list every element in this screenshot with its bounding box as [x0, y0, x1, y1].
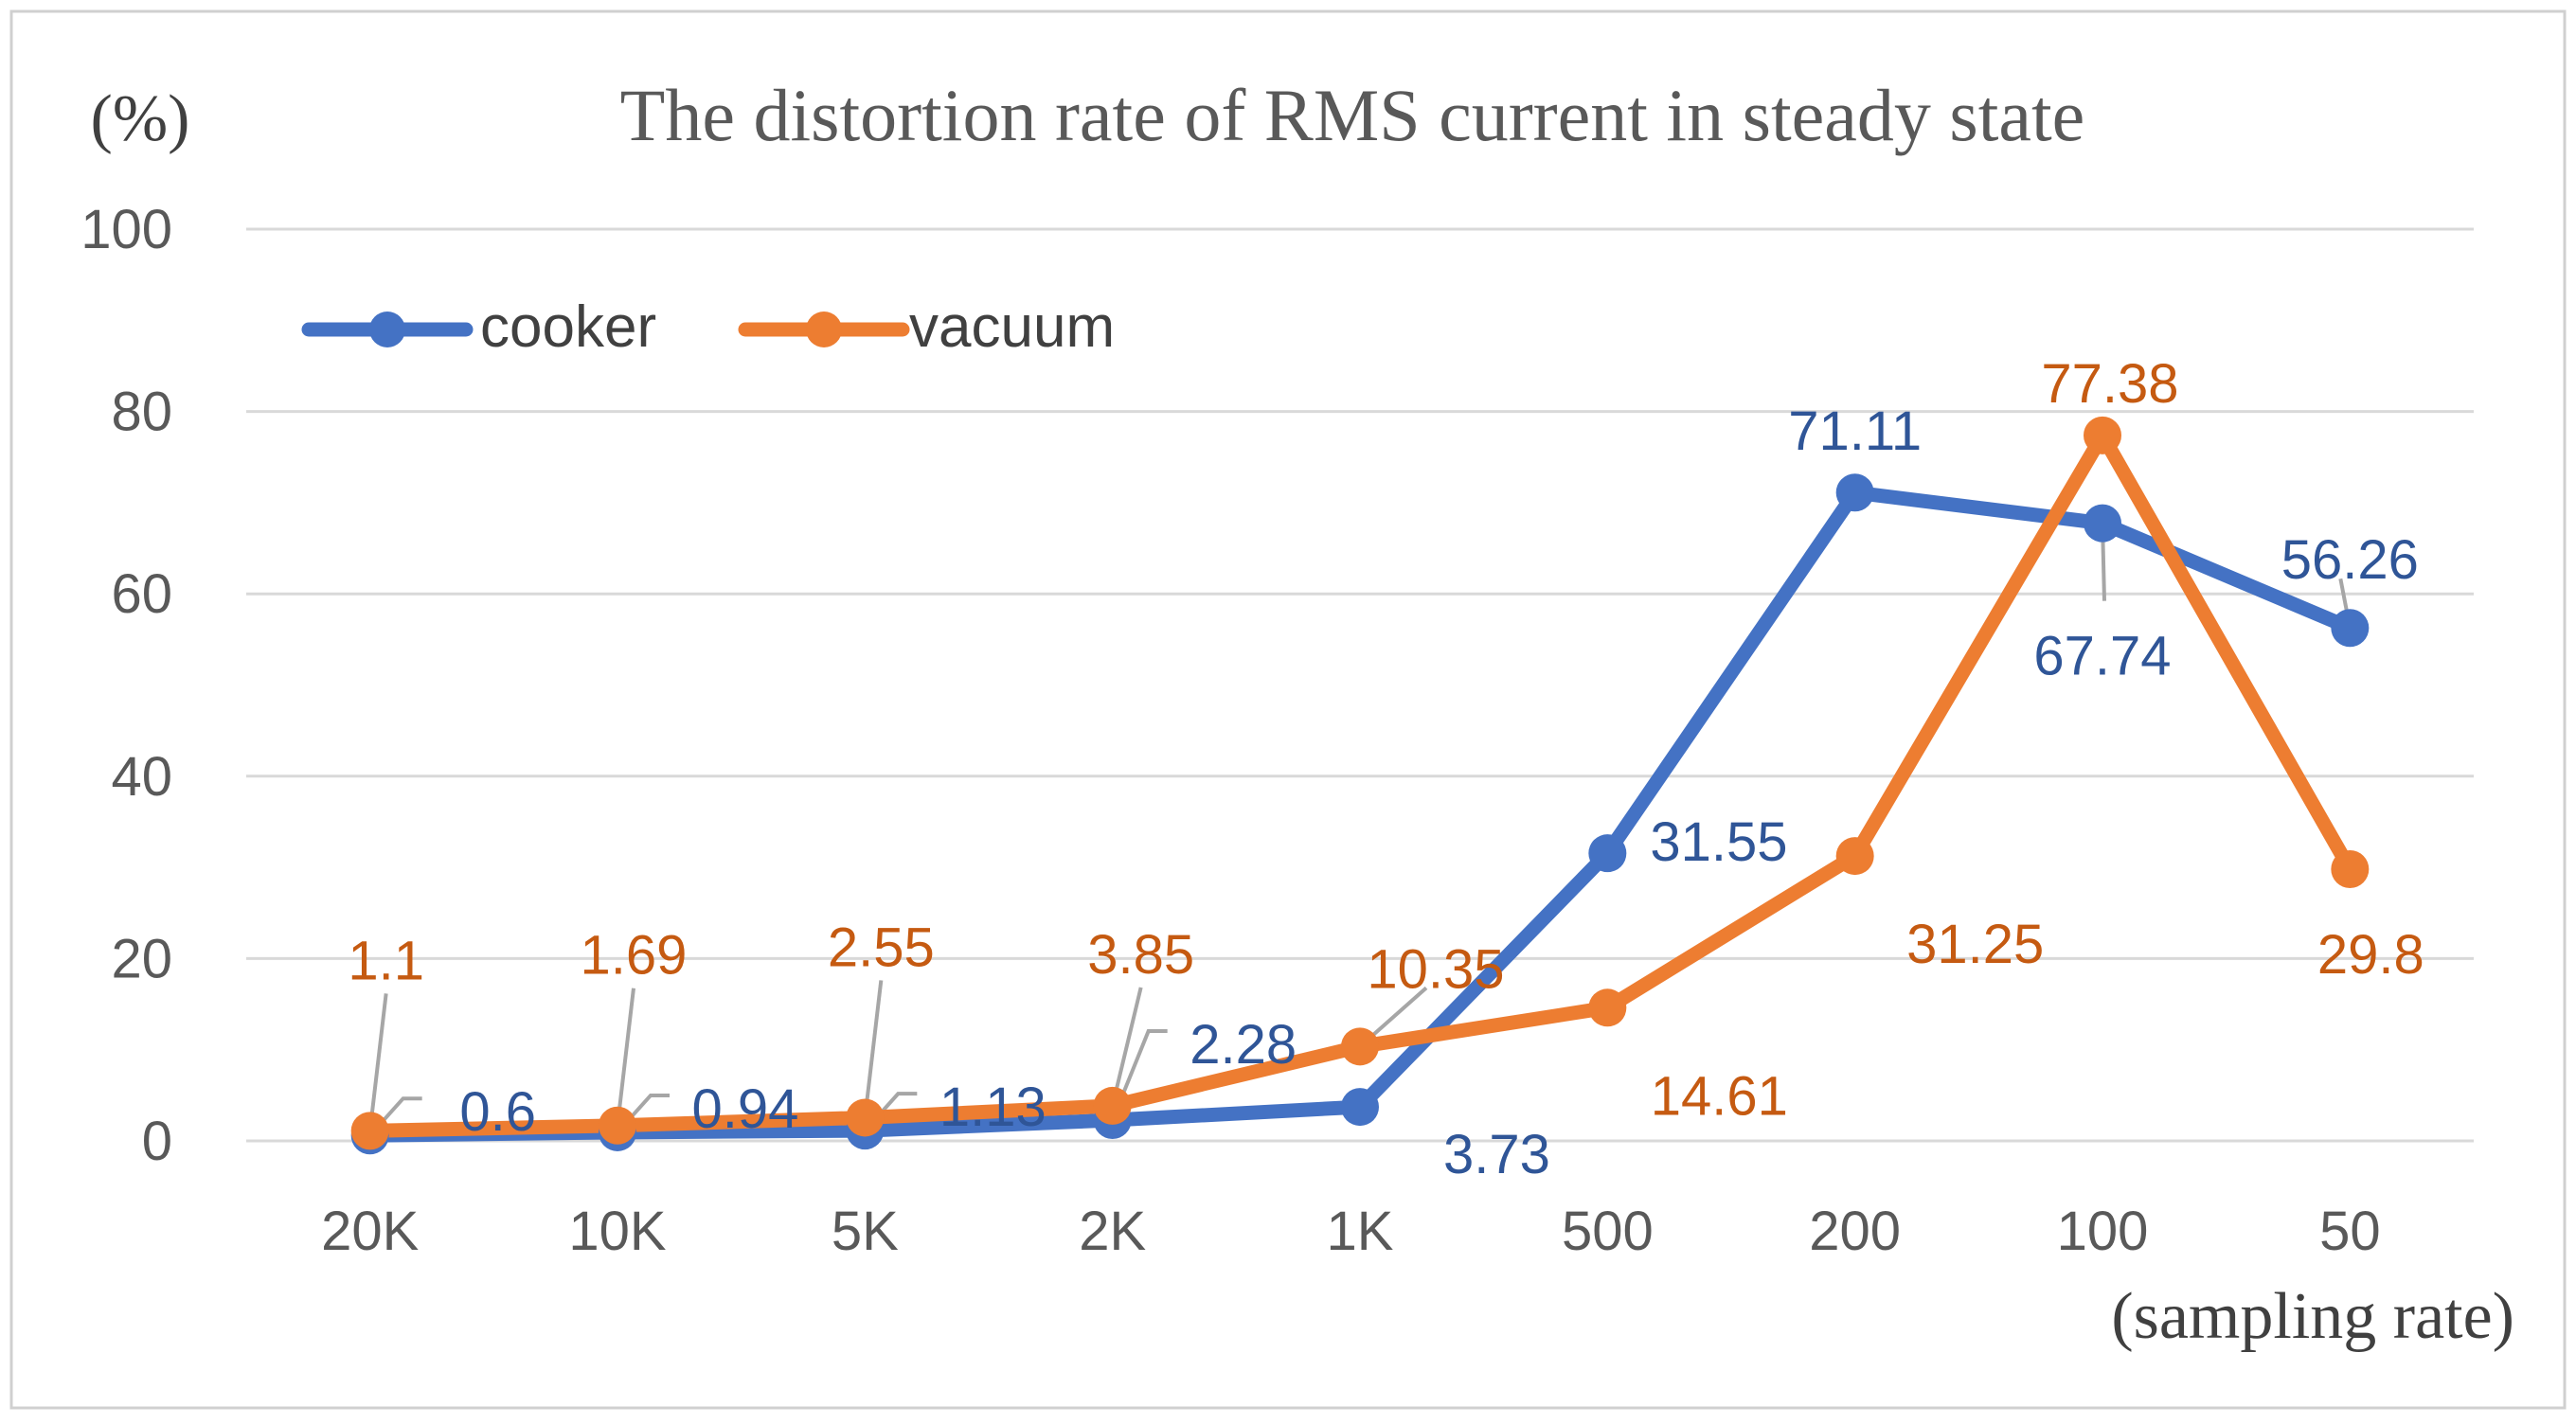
data-label-vacuum-1K: 10.35	[1367, 938, 1504, 1000]
data-point-cooker-100	[2084, 504, 2121, 543]
data-point-vacuum-10K	[599, 1106, 636, 1145]
data-point-vacuum-500	[1588, 988, 1627, 1027]
data-labels: 0.6 0.94 1.13 2.28 3.73 31.55 71.11 67.74 56.26 1…	[348, 353, 2424, 1185]
legend-label-cooker: cooker	[480, 294, 656, 360]
series-markers	[350, 416, 2370, 1155]
x-tick-label-10K: 10K	[568, 1201, 667, 1262]
data-label-vacuum-10K: 1.69	[581, 925, 688, 987]
label-leader-vacuum-10K	[616, 988, 635, 1126]
x-tick-label-1K: 1K	[1327, 1201, 1394, 1262]
data-label-cooker-500: 31.55	[1650, 811, 1787, 873]
x-tick-label-500: 500	[1562, 1201, 1654, 1262]
legend-swatch-marker-cooker	[369, 312, 405, 347]
data-point-vacuum-100	[2084, 416, 2121, 454]
chart-title: The distortion rate of RMS current in st…	[620, 74, 2085, 156]
x-tick-label-2K: 2K	[1079, 1201, 1146, 1262]
x-axis-label: (sampling rate)	[2111, 1280, 2514, 1353]
data-label-vacuum-200: 31.25	[1906, 914, 2044, 975]
data-label-vacuum-2K: 3.85	[1087, 924, 1194, 986]
gridlines	[246, 227, 2474, 1143]
legend-entry-cooker[interactable]: cooker	[301, 294, 656, 360]
x-tick-label-50: 50	[2319, 1201, 2381, 1262]
data-label-vacuum-5K: 2.55	[828, 917, 935, 978]
data-point-vacuum-50	[2331, 850, 2370, 889]
legend-entry-vacuum[interactable]: vacuum	[738, 294, 1115, 360]
data-point-cooker-50	[2331, 609, 2370, 648]
data-label-vacuum-100: 77.38	[2041, 353, 2178, 415]
label-leader-vacuum-20K	[367, 993, 388, 1131]
label-leader-vacuum-5K	[863, 980, 884, 1118]
y-axis-label: (%)	[91, 82, 190, 155]
data-point-vacuum-2K	[1093, 1086, 1132, 1125]
axes: 0 20 40 60 80 100 20K 10K 5K 2K 1K 500 200 100 50	[80, 199, 2380, 1262]
data-point-cooker-1K	[1341, 1088, 1379, 1127]
legend: cooker vacuum	[301, 294, 1115, 360]
data-point-cooker-500	[1588, 834, 1627, 873]
x-tick-label-5K: 5K	[832, 1201, 899, 1262]
data-point-vacuum-5K	[846, 1098, 885, 1137]
data-point-vacuum-200	[1835, 837, 1874, 876]
data-label-vacuum-500: 14.61	[1651, 1065, 1788, 1127]
data-label-cooker-10K: 0.94	[692, 1078, 799, 1140]
data-label-vacuum-20K: 1.1	[348, 930, 424, 991]
data-label-cooker-2K: 2.28	[1190, 1014, 1297, 1076]
label-leader-vacuum-2K	[1110, 987, 1143, 1107]
data-label-cooker-50: 56.26	[2281, 529, 2419, 591]
data-label-cooker-200: 71.11	[1788, 400, 1922, 462]
y-tick-label-0: 0	[142, 1111, 172, 1172]
x-tick-label-20K: 20K	[321, 1201, 420, 1262]
data-point-vacuum-1K	[1341, 1027, 1379, 1066]
label-leader-cooker-2K	[1110, 1029, 1168, 1121]
data-label-cooker-100: 67.74	[2033, 626, 2171, 687]
data-point-vacuum-20K	[350, 1112, 389, 1150]
chart-border	[9, 9, 2567, 1410]
y-tick-label-40: 40	[111, 746, 172, 808]
data-label-cooker-5K: 1.13	[939, 1077, 1046, 1138]
y-tick-label-60: 60	[111, 563, 172, 625]
data-point-cooker-200	[1835, 473, 1874, 512]
data-label-cooker-1K: 3.73	[1443, 1124, 1550, 1185]
legend-swatch-marker-vacuum	[806, 312, 842, 347]
y-tick-label-20: 20	[111, 928, 172, 989]
data-label-vacuum-50: 29.8	[2317, 924, 2424, 986]
x-tick-label-100: 100	[2057, 1201, 2149, 1262]
x-tick-label-200: 200	[1809, 1201, 1901, 1262]
legend-label-vacuum: vacuum	[909, 294, 1115, 360]
y-tick-label-100: 100	[80, 199, 172, 260]
y-tick-label-80: 80	[111, 382, 172, 443]
data-label-cooker-20K: 0.6	[459, 1081, 536, 1143]
